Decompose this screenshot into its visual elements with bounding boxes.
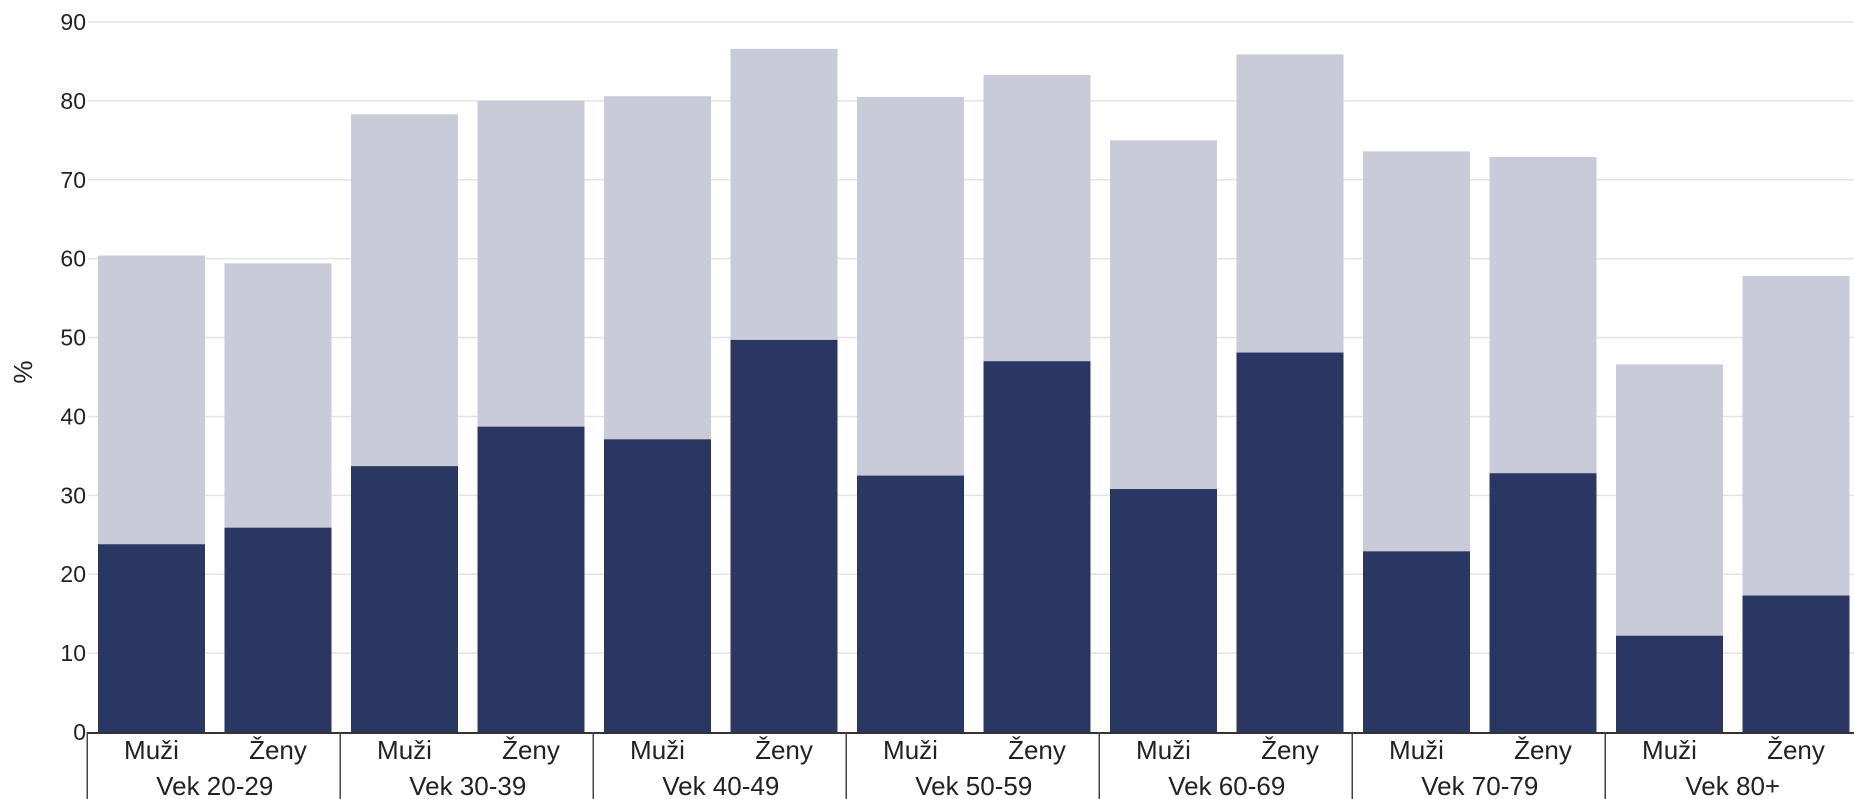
x-subcategory-label: Ženy: [1261, 735, 1319, 765]
x-group-label: Vek 40-49: [662, 771, 779, 799]
x-subcategory-label: Muži: [630, 735, 685, 765]
axes: [86, 732, 1854, 799]
x-subcategory-label: Ženy: [1767, 735, 1825, 765]
bar-s1-vek-80+-muzi: [1616, 635, 1723, 732]
x-subcategory-label: Muži: [1136, 735, 1191, 765]
x-group-label: Vek 20-29: [156, 771, 273, 799]
bar-s1-vek-40-49-zeny: [730, 339, 838, 732]
x-subcategory-label: Ženy: [1008, 735, 1066, 765]
bar-s1-vek-70-79-zeny: [1489, 473, 1597, 732]
x-subcategory-label: Ženy: [502, 735, 560, 765]
y-tick-label-90: 90: [60, 9, 86, 35]
y-tick-label-80: 80: [60, 88, 86, 114]
y-tick-label-10: 10: [60, 640, 86, 666]
bar-s1-vek-20-29-zeny: [224, 527, 332, 732]
x-group-label: Vek 30-39: [409, 771, 526, 799]
bar-s1-vek-30-39-zeny: [477, 426, 585, 732]
y-tick-labels: 0 10 20 30 40 50 60 70 80 90: [60, 9, 86, 745]
bar-s1-vek-50-59-zeny: [983, 361, 1091, 732]
x-group-label: Vek 60-69: [1168, 771, 1285, 799]
x-subcategory-label: Ženy: [249, 735, 307, 765]
y-tick-label-20: 20: [60, 561, 86, 587]
x-subcategory-label: Muži: [124, 735, 179, 765]
bar-s1-vek-40-49-muzi: [604, 439, 711, 732]
bar-s1-vek-30-39-muzi: [351, 466, 458, 732]
y-tick-label-0: 0: [73, 719, 86, 745]
x-subcategory-label: Muži: [1642, 735, 1697, 765]
bar-s1-vek-80+-zeny: [1742, 595, 1850, 732]
x-group-label: Vek 70-79: [1421, 771, 1538, 799]
y-axis-title: %: [8, 360, 38, 383]
x-group-label: Vek 50-59: [915, 771, 1032, 799]
x-subcategory-label: Muži: [883, 735, 938, 765]
bar-s1-vek-60-69-muzi: [1110, 489, 1217, 732]
y-tick-label-40: 40: [60, 403, 86, 429]
y-tick-label-50: 50: [60, 325, 86, 351]
bars: [98, 48, 1850, 733]
bar-s1-vek-20-29-muzi: [98, 544, 205, 732]
y-tick-label-30: 30: [60, 482, 86, 508]
y-tick-label-60: 60: [60, 246, 86, 272]
x-labels: Muži Ženy Muži Ženy Muži Ženy Muži Ženy Muži Ženy…: [124, 735, 1825, 799]
x-subcategory-label: Ženy: [1514, 735, 1572, 765]
bar-s1-vek-70-79-muzi: [1363, 551, 1470, 732]
x-subcategory-label: Muži: [377, 735, 432, 765]
y-tick-label-70: 70: [60, 167, 86, 193]
bar-s1-vek-50-59-muzi: [857, 475, 964, 732]
bar-s1-vek-60-69-zeny: [1236, 352, 1344, 732]
x-group-label: Vek 80+: [1685, 771, 1780, 799]
x-subcategory-label: Muži: [1389, 735, 1444, 765]
x-subcategory-label: Ženy: [755, 735, 813, 765]
